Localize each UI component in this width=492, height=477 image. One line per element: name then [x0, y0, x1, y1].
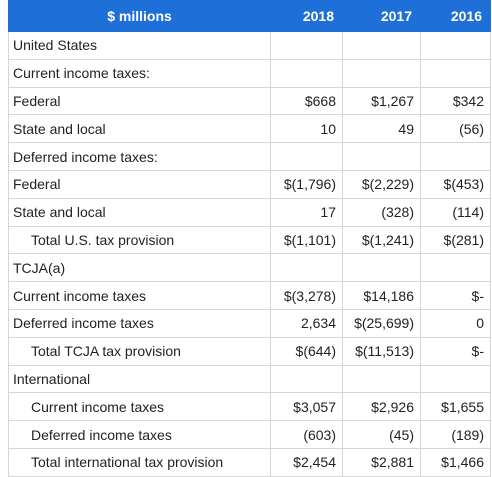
table-row: International: [8, 364, 491, 394]
empty-cell: [342, 58, 421, 88]
value-cell: 17: [270, 197, 343, 227]
empty-cell: [342, 31, 421, 60]
empty-cell: [342, 364, 421, 394]
value-cell: $2,454: [270, 447, 343, 477]
value-cell: (114): [420, 197, 491, 227]
label-cell: Current income taxes: [8, 281, 271, 310]
table-body: United States Current income taxes: Federa…: [8, 31, 491, 477]
value-cell: $(11,513): [342, 336, 421, 366]
empty-cell: [270, 142, 343, 171]
value-cell: $(1,101): [270, 225, 343, 255]
value-cell: $14,186: [342, 281, 421, 310]
value-cell: $-: [420, 336, 491, 366]
empty-cell: [420, 364, 491, 394]
table-row: State and local 10 49 (56): [8, 114, 491, 144]
empty-cell: [270, 364, 343, 394]
table-row: Current income taxes $3,057 $2,926 $1,655: [8, 392, 491, 422]
table-row: Total TCJA tax provision $(644) $(11,513) $…: [8, 336, 491, 366]
value-cell: $(25,699): [342, 308, 421, 338]
value-cell: (56): [420, 114, 491, 144]
label-cell: State and local: [8, 114, 271, 144]
table-row: Current income taxes:: [8, 58, 491, 88]
value-cell: $-: [420, 281, 491, 310]
label-cell: Deferred income taxes:: [8, 142, 271, 171]
value-cell: 2,634: [270, 308, 343, 338]
value-cell: $(644): [270, 336, 343, 366]
table-row: Deferred income taxes (603) (45) (189): [8, 420, 491, 449]
table-row: State and local 17 (328) (114): [8, 197, 491, 227]
value-cell: $(281): [420, 225, 491, 255]
tax-table: $ millions 2018 2017 2016 United States Curr…: [8, 0, 491, 477]
year-header: 2016: [420, 0, 491, 32]
header-row: $ millions 2018 2017 2016: [8, 0, 491, 32]
empty-cell: [420, 253, 491, 283]
value-cell: $(3,278): [270, 281, 343, 310]
value-cell: (603): [270, 420, 343, 449]
value-cell: $2,881: [342, 447, 421, 477]
label-cell: Total international tax provision: [8, 447, 271, 477]
label-cell: Deferred income taxes: [8, 308, 271, 338]
label-cell: Current income taxes:: [8, 58, 271, 88]
table-row: Federal $(1,796) $(2,229) $(453): [8, 169, 491, 199]
label-cell: Current income taxes: [8, 392, 271, 422]
value-cell: $668: [270, 86, 343, 116]
year-header: 2017: [342, 0, 421, 32]
label-cell: Total TCJA tax provision: [8, 336, 271, 366]
table-row: Deferred income taxes:: [8, 142, 491, 171]
value-cell: 0: [420, 308, 491, 338]
table-row: Deferred income taxes 2,634 $(25,699) 0: [8, 308, 491, 338]
label-cell: United States: [8, 31, 271, 60]
unit-header: $ millions: [8, 0, 271, 32]
year-header: 2018: [270, 0, 343, 32]
value-cell: $2,926: [342, 392, 421, 422]
label-cell: State and local: [8, 197, 271, 227]
table-row: Total U.S. tax provision $(1,101) $(1,241)…: [8, 225, 491, 255]
value-cell: $(453): [420, 169, 491, 199]
table-row: United States: [8, 31, 491, 60]
label-cell: Total U.S. tax provision: [8, 225, 271, 255]
value-cell: $3,057: [270, 392, 343, 422]
label-cell: Federal: [8, 86, 271, 116]
value-cell: $1,466: [420, 447, 491, 477]
label-cell: TCJA(a): [8, 253, 271, 283]
value-cell: $(1,796): [270, 169, 343, 199]
value-cell: 10: [270, 114, 343, 144]
value-cell: (45): [342, 420, 421, 449]
empty-cell: [420, 58, 491, 88]
empty-cell: [270, 253, 343, 283]
value-cell: $342: [420, 86, 491, 116]
table-row: TCJA(a): [8, 253, 491, 283]
table-row: Current income taxes $(3,278) $14,186 $-: [8, 281, 491, 310]
empty-cell: [270, 31, 343, 60]
value-cell: $(2,229): [342, 169, 421, 199]
value-cell: 49: [342, 114, 421, 144]
empty-cell: [342, 142, 421, 171]
empty-cell: [270, 58, 343, 88]
value-cell: (189): [420, 420, 491, 449]
empty-cell: [420, 31, 491, 60]
label-cell: Federal: [8, 169, 271, 199]
value-cell: (328): [342, 197, 421, 227]
label-cell: International: [8, 364, 271, 394]
label-cell: Deferred income taxes: [8, 420, 271, 449]
table-row: Federal $668 $1,267 $342: [8, 86, 491, 116]
value-cell: $(1,241): [342, 225, 421, 255]
empty-cell: [420, 142, 491, 171]
empty-cell: [342, 253, 421, 283]
value-cell: $1,267: [342, 86, 421, 116]
value-cell: $1,655: [420, 392, 491, 422]
table-row: Total international tax provision $2,454 $…: [8, 447, 491, 477]
